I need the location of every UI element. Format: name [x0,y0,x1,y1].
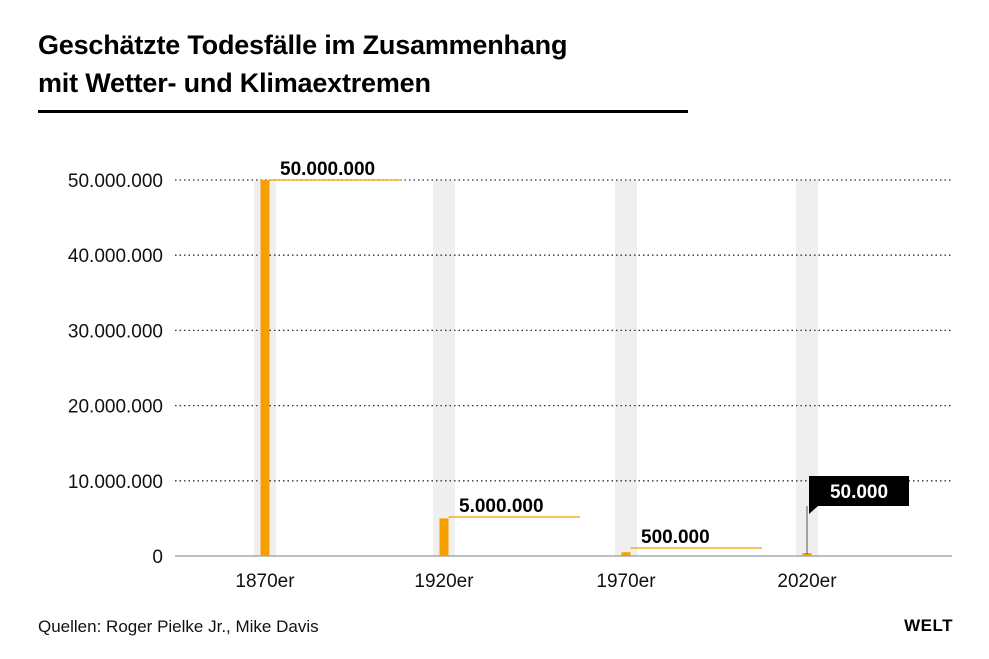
y-tick-label: 30.000.000 [68,321,163,342]
y-tick-label: 0 [152,547,163,568]
category-band-2 [615,180,637,556]
data-label-callout-pointer [809,506,818,514]
source-note: Quellen: Roger Pielke Jr., Mike Davis [38,617,319,636]
welt-logo: WELT [904,616,953,635]
title-divider [38,110,688,113]
bar-2020er [802,553,812,556]
x-tick-label: 1870er [235,571,295,592]
data-label: 50.000 [830,482,888,503]
y-tick-label: 20.000.000 [68,397,163,418]
title-line-2: mit Wetter- und Klimaextremen [38,68,431,98]
x-tick-label: 1970er [596,571,656,592]
x-tick-label: 1920er [414,571,474,592]
data-label: 500.000 [641,527,710,548]
chart-title: Geschätzte Todesfälle im Zusammenhang mi… [38,26,698,102]
category-band-1 [433,180,455,556]
y-tick-label: 40.000.000 [68,246,163,267]
data-label: 50.000.000 [280,159,375,180]
y-tick-label: 10.000.000 [68,472,163,493]
bar-1920er [439,518,449,556]
x-tick-label: 2020er [777,571,837,592]
data-label-box [809,476,909,506]
bar-1870er [260,180,270,556]
data-label: 5.000.000 [459,496,544,517]
category-band-3 [796,180,818,556]
title-line-1: Geschätzte Todesfälle im Zusammenhang [38,30,568,60]
bar-1970er [621,552,631,556]
y-tick-label: 50.000.000 [68,171,163,192]
